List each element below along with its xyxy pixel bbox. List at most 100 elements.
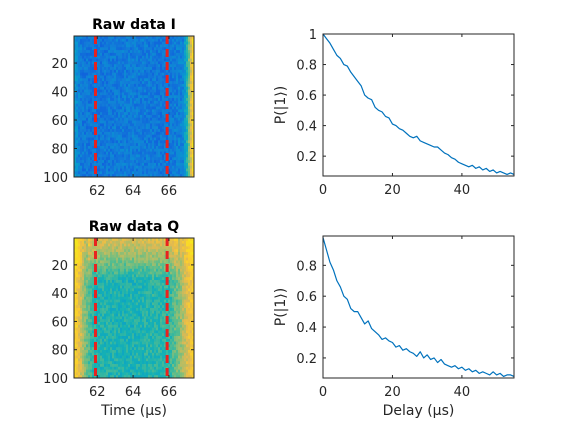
heatmap-cell	[174, 160, 177, 164]
heatmap-cell	[166, 271, 169, 275]
y-tick-label-1-0: 0.2	[296, 150, 317, 165]
heatmap-cell	[110, 131, 113, 136]
heatmap-cell	[136, 313, 139, 317]
heatmap-cell	[80, 126, 83, 130]
heatmap-cell	[126, 277, 129, 281]
heatmap-cell	[76, 36, 79, 40]
heatmap-cell	[148, 140, 151, 144]
heatmap-cell	[110, 324, 113, 328]
heatmap-cell	[178, 123, 181, 127]
heatmap-cell	[192, 44, 194, 48]
heatmap-cell	[154, 280, 157, 284]
heatmap-cell	[182, 103, 185, 107]
heatmap-cell	[124, 58, 127, 62]
heatmap-cell	[132, 129, 135, 133]
heatmap-cell	[140, 137, 143, 141]
heatmap-cell	[134, 58, 137, 62]
heatmap-cell	[84, 249, 87, 253]
heatmap-cell	[98, 52, 101, 57]
heatmap-cell	[162, 168, 165, 172]
heatmap-cell	[186, 117, 189, 121]
heatmap-cell	[150, 296, 153, 300]
heatmap-cell	[138, 294, 141, 298]
heatmap-cell	[174, 308, 177, 312]
heatmap-cell	[178, 243, 181, 247]
heatmap-cell	[190, 157, 193, 161]
heatmap-cell	[176, 140, 179, 144]
heatmap-cell	[124, 243, 127, 247]
heatmap-cell	[142, 103, 145, 107]
heatmap-cell	[148, 41, 151, 45]
heatmap-cell	[178, 246, 181, 250]
heatmap-cell	[162, 98, 165, 102]
heatmap-cell	[80, 174, 83, 177]
heatmap-cell	[170, 260, 173, 264]
heatmap-cell	[106, 120, 109, 124]
heatmap-cell	[148, 55, 151, 59]
heatmap-cell	[186, 123, 189, 127]
y-tick-label-1-3: 0.8	[296, 59, 317, 74]
heatmap-cell	[110, 327, 113, 331]
heatmap-cell	[90, 257, 93, 261]
y-tick-label-1-2: 0.6	[296, 89, 317, 104]
heatmap-cell	[184, 64, 187, 68]
heatmap-cell	[110, 154, 113, 158]
heatmap-cell	[134, 117, 137, 121]
heatmap-cell	[150, 109, 153, 113]
heatmap-cell	[182, 316, 185, 320]
subplot-1: 0 20 400.20.40.60.81P(|1⟩)	[273, 28, 515, 198]
heatmap-cell	[184, 310, 187, 314]
heatmap-cell	[92, 154, 95, 158]
heatmap-cell	[90, 263, 93, 267]
heatmap-cell	[164, 92, 167, 96]
heatmap-cell	[124, 109, 127, 113]
heatmap-cell	[178, 36, 181, 40]
heatmap-cell	[78, 38, 81, 43]
heatmap-cell	[126, 145, 129, 150]
heatmap-cell	[170, 95, 173, 99]
heatmap-cell	[128, 123, 131, 127]
heatmap-cell	[80, 299, 83, 303]
heatmap-cell	[190, 100, 193, 105]
heatmap-cell	[140, 145, 143, 150]
heatmap-cell	[140, 240, 143, 244]
heatmap-cell	[144, 81, 147, 85]
heatmap-cell	[104, 89, 107, 93]
heatmap-cell	[106, 313, 109, 317]
heatmap-cell	[92, 271, 95, 275]
heatmap-cell	[96, 316, 99, 320]
heatmap-cell	[76, 291, 79, 295]
heatmap-cell	[80, 58, 83, 62]
heatmap-cell	[114, 238, 117, 242]
heatmap-cell	[168, 140, 171, 144]
heatmap-cell	[86, 268, 89, 272]
heatmap-cell	[78, 69, 81, 74]
heatmap-cell	[184, 260, 187, 264]
heatmap-cell	[100, 240, 103, 244]
heatmap-cell	[118, 160, 121, 164]
heatmap-cell	[158, 165, 161, 169]
heatmap-cell	[88, 319, 91, 323]
heatmap-cell	[110, 44, 113, 48]
heatmap-cell	[174, 165, 177, 169]
heatmap-cell	[108, 268, 111, 272]
heatmap-cell	[86, 316, 89, 320]
heatmap-cell	[82, 47, 85, 51]
heatmap-cell	[148, 86, 151, 90]
heatmap-cell	[102, 86, 105, 90]
heatmap-cell	[142, 41, 145, 45]
heatmap-cell	[100, 154, 103, 158]
heatmap-cell	[132, 257, 135, 261]
heatmap-cell	[142, 252, 145, 256]
heatmap-cell	[104, 313, 107, 317]
heatmap-cell	[124, 44, 127, 48]
heatmap-cell	[122, 296, 125, 300]
heatmap-cell	[192, 308, 194, 312]
heatmap-cell	[134, 291, 137, 295]
heatmap-cell	[150, 263, 153, 267]
heatmap-cell	[142, 145, 145, 150]
heatmap-cell	[128, 240, 131, 244]
heatmap-cell	[150, 145, 153, 150]
heatmap-cell	[76, 112, 79, 116]
heatmap-cell	[86, 310, 89, 314]
